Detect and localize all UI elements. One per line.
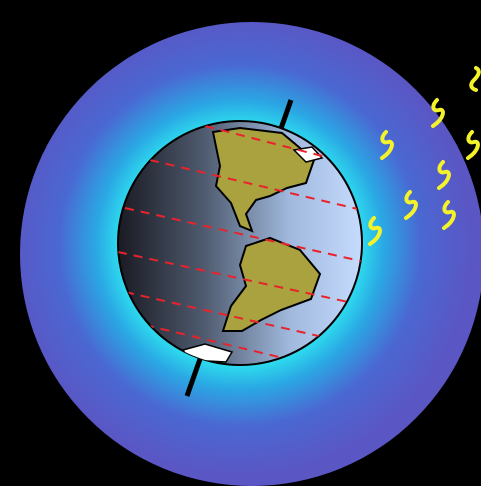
ray bbox=[442, 200, 456, 230]
ray bbox=[368, 216, 382, 246]
ray bbox=[431, 98, 445, 128]
ray bbox=[466, 130, 480, 160]
latitude-lines bbox=[118, 125, 362, 363]
latitude-line bbox=[149, 159, 362, 211]
south-america bbox=[221, 236, 322, 332]
ray bbox=[469, 66, 481, 92]
latitude-line bbox=[204, 125, 331, 159]
latitude-line bbox=[124, 291, 346, 343]
ray bbox=[437, 160, 451, 190]
latitude-line bbox=[124, 207, 362, 263]
globe-surface bbox=[118, 125, 362, 363]
sun-rays bbox=[368, 66, 481, 246]
north-america bbox=[211, 126, 316, 233]
latitude-line bbox=[118, 251, 362, 306]
ray bbox=[380, 130, 394, 160]
ray bbox=[404, 190, 418, 220]
latitude-line bbox=[144, 324, 301, 363]
